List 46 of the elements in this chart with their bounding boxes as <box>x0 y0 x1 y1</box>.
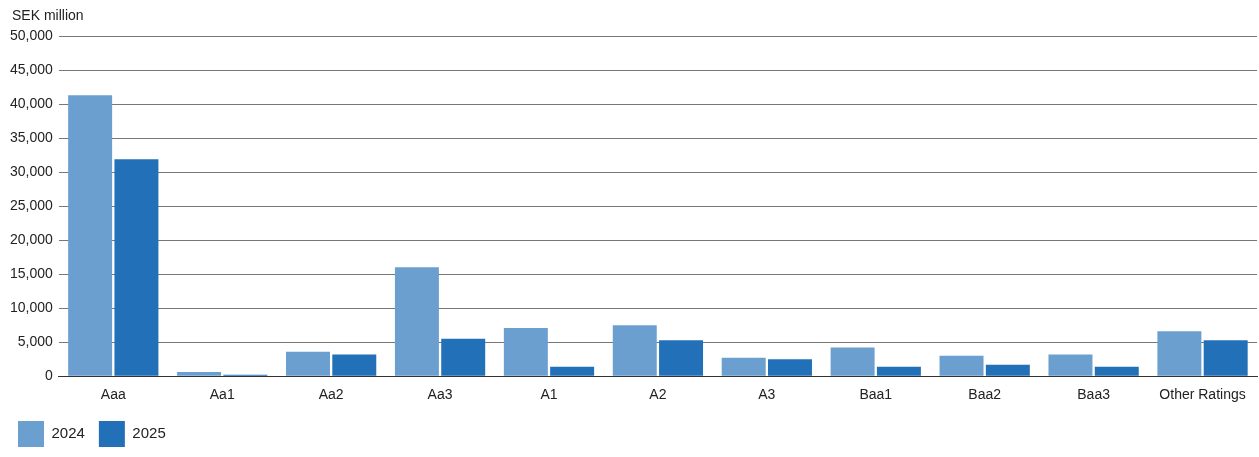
bar <box>441 338 486 376</box>
legend-label: 2024 <box>51 424 85 442</box>
bar <box>1094 366 1139 376</box>
bar <box>767 359 812 376</box>
y-tick-label: 40,000 <box>9 94 54 111</box>
bar <box>177 372 222 376</box>
y-tick-label: 50,000 <box>9 26 54 43</box>
y-tick-label: 30,000 <box>9 162 54 179</box>
x-tick-label: A2 <box>649 386 667 403</box>
x-tick-label: Aa1 <box>209 386 235 403</box>
bar <box>332 354 377 376</box>
bar <box>830 347 875 376</box>
bar <box>659 340 704 376</box>
y-axis-title: SEK million <box>12 7 84 23</box>
y-tick-label: 5,000 <box>17 333 54 350</box>
x-tick-label: A1 <box>540 386 558 403</box>
bar <box>612 325 657 376</box>
bar <box>985 364 1030 376</box>
x-tick-label: Baa2 <box>968 386 1002 403</box>
x-tick-label: Aa2 <box>318 386 344 403</box>
bar <box>503 327 548 376</box>
bar <box>876 366 921 376</box>
bar <box>68 95 113 376</box>
x-tick-label: Baa3 <box>1077 386 1111 403</box>
y-tick-label: 25,000 <box>9 196 54 213</box>
y-tick-label: 10,000 <box>9 299 54 316</box>
bar <box>939 355 984 376</box>
bar <box>114 159 159 376</box>
legend-label: 2025 <box>132 424 166 442</box>
bar <box>1203 340 1248 376</box>
bar <box>1157 331 1202 376</box>
x-tick-label: Aaa <box>100 386 126 403</box>
y-tick-label: 20,000 <box>9 230 54 247</box>
bar <box>1048 354 1093 376</box>
bar <box>286 351 330 376</box>
y-tick-label: 45,000 <box>9 60 54 77</box>
y-tick-label: 15,000 <box>9 265 54 281</box>
bar <box>721 357 766 376</box>
bar <box>394 267 439 376</box>
y-tick-label: 35,000 <box>9 128 54 145</box>
x-tick-label: Baa1 <box>859 386 893 403</box>
x-tick-label: A3 <box>758 386 776 403</box>
x-tick-label: Aa3 <box>427 386 453 403</box>
x-tick-label: Other Ratings <box>1159 386 1246 403</box>
bar <box>550 366 595 376</box>
y-tick-label: 0 <box>45 367 54 384</box>
